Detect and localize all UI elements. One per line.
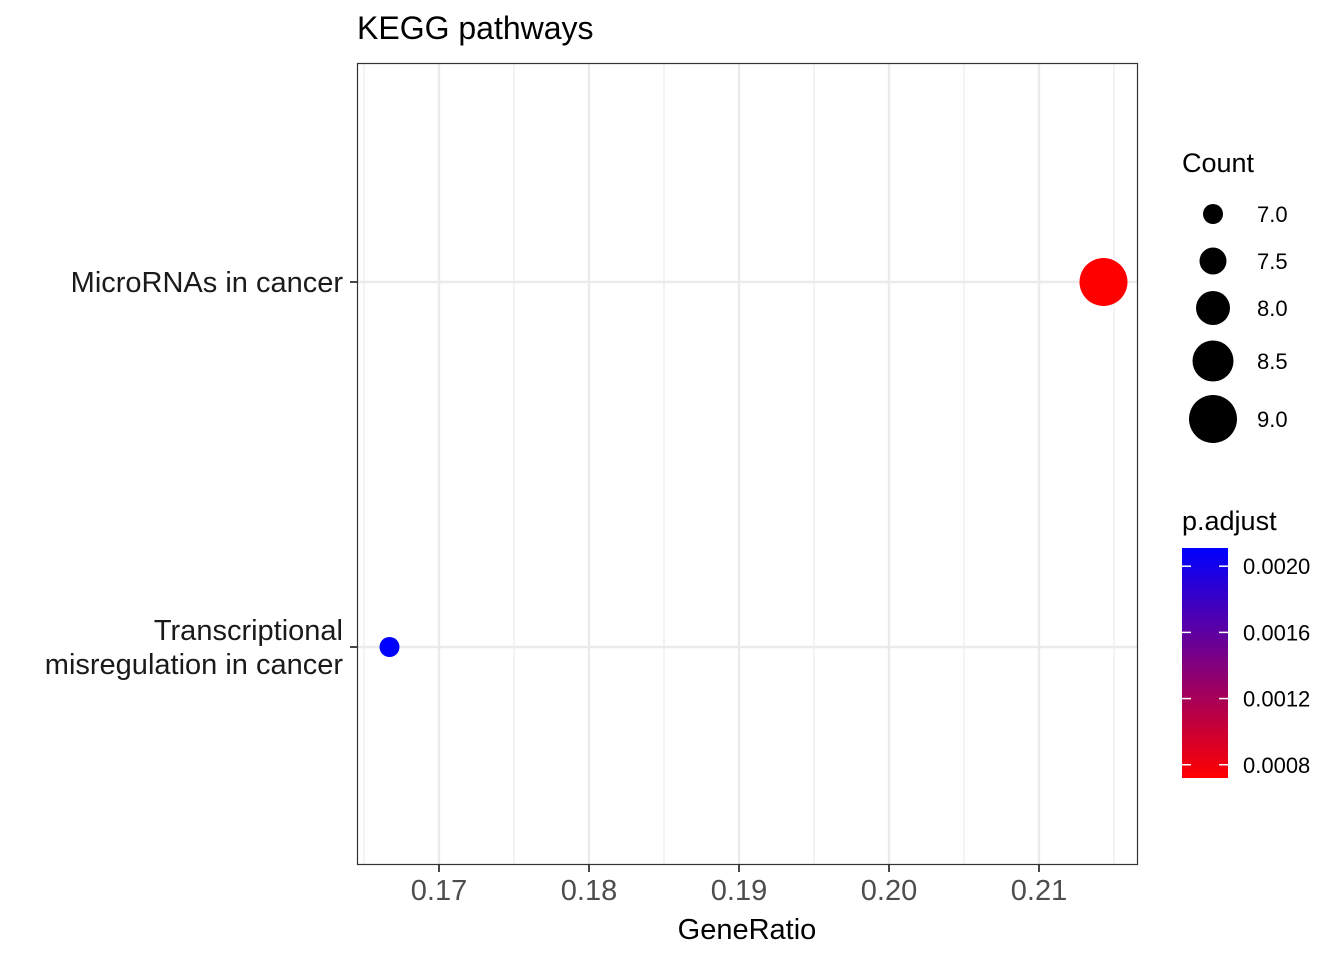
grid-lines — [358, 64, 1138, 864]
color-legend-label: 0.0016 — [1243, 620, 1310, 645]
color-legend-title: p.adjust — [1182, 506, 1277, 536]
x-tick-label: 0.21 — [1011, 875, 1067, 907]
size-legend-key — [1196, 291, 1230, 325]
color-legend-label: 0.0020 — [1243, 554, 1310, 579]
size-legend-label: 7.5 — [1257, 249, 1288, 274]
size-legend-label: 7.0 — [1257, 202, 1288, 227]
color-legend-label: 0.0008 — [1243, 753, 1310, 778]
size-legend-label: 9.0 — [1257, 407, 1288, 432]
color-bar — [1182, 548, 1228, 778]
x-tick-label: 0.17 — [411, 875, 467, 907]
size-legend: Count 7.0 7.5 8.0 8.5 9.0 — [1182, 148, 1288, 443]
y-axis: MicroRNAs in cancer Transcriptionalmisreg… — [45, 267, 358, 681]
data-point — [379, 637, 400, 657]
x-tick-label: 0.20 — [861, 875, 917, 907]
plot-panel-border — [356, 62, 1139, 866]
data-point — [1079, 258, 1128, 306]
size-legend-label: 8.5 — [1257, 349, 1288, 374]
y-tick-label: Transcriptional — [154, 615, 343, 647]
x-tick-label: 0.19 — [711, 875, 767, 907]
size-legend-title: Count — [1182, 148, 1255, 178]
color-legend-label: 0.0012 — [1243, 687, 1310, 712]
color-legend: p.adjust 0.0020 0.0016 0.0012 0.0008 — [1182, 506, 1310, 778]
size-legend-key — [1203, 204, 1223, 224]
y-tick-label: MicroRNAs in cancer — [71, 267, 344, 299]
y-tick-label: misregulation in cancer — [45, 649, 344, 681]
x-tick-label: 0.18 — [561, 875, 617, 907]
chart-title: KEGG pathways — [357, 10, 594, 46]
size-legend-label: 8.0 — [1257, 296, 1288, 321]
x-axis-label: GeneRatio — [678, 914, 817, 946]
x-axis: 0.17 0.18 0.19 0.20 0.21 — [411, 864, 1067, 907]
size-legend-key — [1192, 340, 1234, 382]
size-legend-key — [1199, 247, 1227, 275]
data-points — [379, 258, 1128, 657]
size-legend-key — [1189, 395, 1237, 443]
